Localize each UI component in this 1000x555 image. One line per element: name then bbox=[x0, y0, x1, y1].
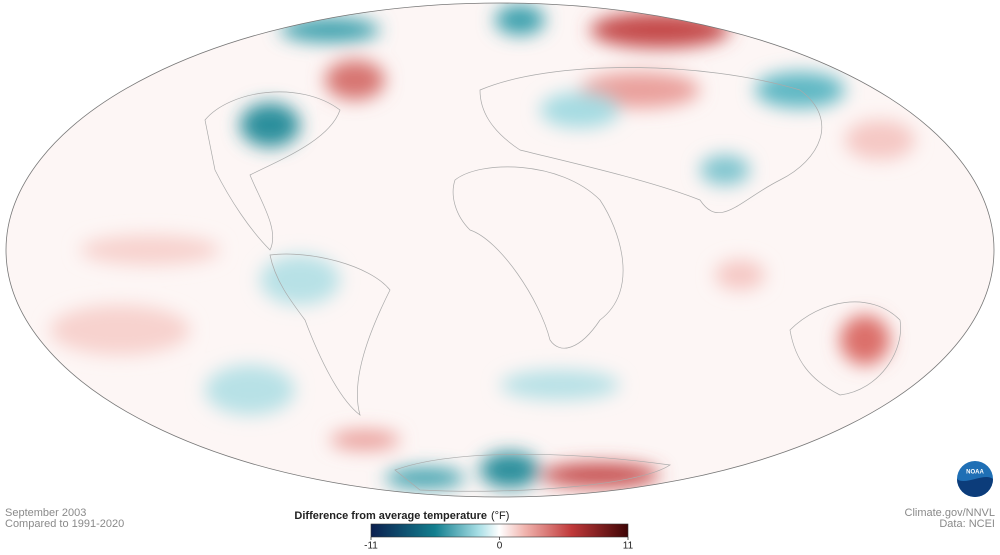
tick-label: 0 bbox=[497, 541, 503, 552]
logo-wave bbox=[957, 476, 993, 497]
coastlines bbox=[204, 67, 901, 492]
legend-title: Difference from average temperature bbox=[294, 510, 487, 522]
color-scale bbox=[370, 523, 629, 538]
source: Climate.gov/NNVL bbox=[905, 507, 995, 519]
data-credit: Data: NCEI bbox=[939, 518, 995, 530]
period: September 2003 bbox=[5, 507, 86, 519]
logo-text: NOAA bbox=[966, 470, 984, 476]
globe-outline bbox=[5, 2, 995, 498]
legend-ticks: -11 0 11 bbox=[364, 537, 634, 552]
legend-unit: (°F) bbox=[491, 510, 509, 522]
tick-label: 11 bbox=[623, 541, 634, 552]
map bbox=[5, 2, 995, 498]
tick-label: -11 bbox=[364, 541, 378, 552]
baseline: Compared to 1991-2020 bbox=[5, 518, 124, 530]
